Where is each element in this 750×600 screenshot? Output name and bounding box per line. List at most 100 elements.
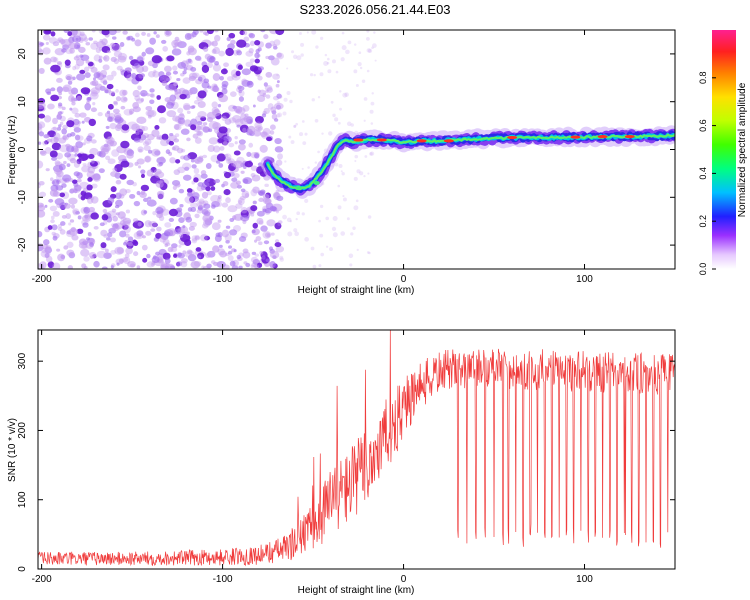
spectrogram-noise-blob [190,206,197,213]
spectrogram-fringe-blob [277,222,282,226]
spectrogram-noise-blob [202,214,212,223]
spectrogram-noise-blob [158,117,167,124]
spectrogram-noise-blob [57,253,66,262]
spectrogram-noise-blob [170,246,178,253]
spectrogram-noise-blob [115,88,119,93]
spectrogram-noise-blob [269,250,280,259]
spectrogram-noise-blob [111,70,117,77]
spectrogram-noise-blob [225,239,230,244]
spectrogram-noise-blob [254,121,262,129]
spectrogram-noise-blob [91,183,98,189]
spectrogram-noise-blob [85,59,90,64]
spectrogram-noise-blob [133,231,144,240]
spectrogram-fringe-blob [300,42,305,47]
spectrogram-noise-blob [120,216,127,221]
spectrogram-noise-blob [74,63,80,70]
spectrogram-noise-blob [89,242,94,247]
spectrogram-noise-blob [121,224,129,230]
spectrogram-noise-blob [127,236,134,242]
spectrogram-noise-blob [126,67,132,73]
spectrogram-noise-blob [67,265,73,269]
spectrogram-noise-blob [79,69,86,75]
spectrogram-fringe-blob [296,55,302,61]
spectrogram-noise-blob [50,94,60,102]
spectrogram-noise-blob [44,146,52,154]
spectrogram-fringe-blob [355,83,359,87]
spectrogram-fringe-blob [367,215,372,219]
spectrogram-fringe-blob [342,194,345,198]
spectrogram-fringe-blob [317,96,321,99]
spectrogram-noise-blob [44,115,52,123]
spectrogram-noise-blob [235,106,246,115]
spectrogram-fringe-blob [325,216,330,221]
spectrogram-fringe-blob [288,135,292,139]
spectrogram-noise-blob [244,193,250,198]
spectrogram-noise-blob [96,250,107,259]
spectrogram-noise-blob [135,73,144,82]
spectrogram-noise-blob [144,220,152,228]
spectrogram-noise-blob [229,217,235,222]
spectrogram-fringe-blob [296,211,301,216]
spectrogram-noise-blob [57,227,63,231]
spectrogram-noise-blob [213,179,219,184]
spectrogram-fringe-blob [289,99,293,104]
spectrogram-fringe-blob [321,132,324,135]
spectrogram-noise-blob [81,120,85,124]
spectrogram-fringe-blob [292,54,298,59]
spectrogram-noise-blob [218,126,228,134]
spectrogram-noise-blob [59,229,66,235]
spectrogram-noise-blob [141,244,148,251]
spectrogram-noise-blob [45,134,50,138]
spectrogram-noise-blob [166,78,171,82]
spectrogram-fringe-blob [338,164,343,169]
spectrogram-noise-blob [76,172,83,179]
spectrogram-noise-blob [228,142,235,148]
spectrogram-noise-blob [123,241,128,246]
spectrogram-noise-blob [48,198,54,203]
spectrogram-noise-blob [262,92,267,98]
spectrogram-noise-blob [202,122,208,126]
spectrogram-noise-blob [162,252,171,260]
spectrogram-noise-blob [270,232,275,236]
spectrogram-noise-blob [188,72,198,80]
spectrogram-noise-blob [119,220,126,226]
spectrogram-noise-blob [230,160,238,167]
spectrogram-noise-blob [173,82,178,87]
spectrogram-noise-blob [69,107,73,111]
spectrogram-noise-blob [73,161,81,168]
spectrogram-noise-blob [273,102,284,110]
spectrogram-noise-blob [49,189,59,197]
spectrogram-noise-blob [52,262,61,269]
spectrogram-noise-blob [180,128,190,135]
spectrogram-noise-blob [276,195,284,202]
spectrogram-noise-blob [173,39,183,46]
spectrogram-noise-blob [238,143,246,151]
spectrogram-noise-blob [68,222,72,226]
spectrogram-noise-blob [211,48,217,54]
spectrogram-noise-blob [43,134,50,139]
colorbar-tick-label: 0.8 [698,72,708,85]
spectrogram-noise-blob [75,54,80,59]
spectrogram-noise-blob [222,141,228,146]
spectrogram-noise-blob [56,77,63,83]
spectrogram-noise-blob [263,34,269,40]
spectrogram-noise-blob [217,195,222,200]
spectrogram-noise-blob [151,55,163,64]
spectrogram-noise-blob [47,261,55,269]
colorbar: 0.0 0.2 0.4 0.6 0.8 Normalized spectral ampl… [698,30,748,275]
spectrogram-fringe-blob [328,131,333,136]
spectrogram-noise-blob [212,122,222,130]
spectrogram-noise-blob [275,83,280,88]
spectrogram-noise-blob [169,197,178,205]
spectrogram-fringe-blob [340,170,343,173]
spectrogram-noise-blob [45,245,51,250]
spectrogram-noise-blob [66,249,75,257]
spectrogram-fringe-blob [364,155,368,158]
spectrogram-noise-blob [93,225,99,230]
spectrogram-fringe-blob [293,124,297,128]
spectrogram-noise-blob [69,158,77,164]
spectrogram-noise-blob [64,152,72,158]
spectrogram-noise-blob [168,217,175,222]
spectrogram-noise-blob [105,155,111,161]
spectrogram-fringe-blob [326,245,329,248]
